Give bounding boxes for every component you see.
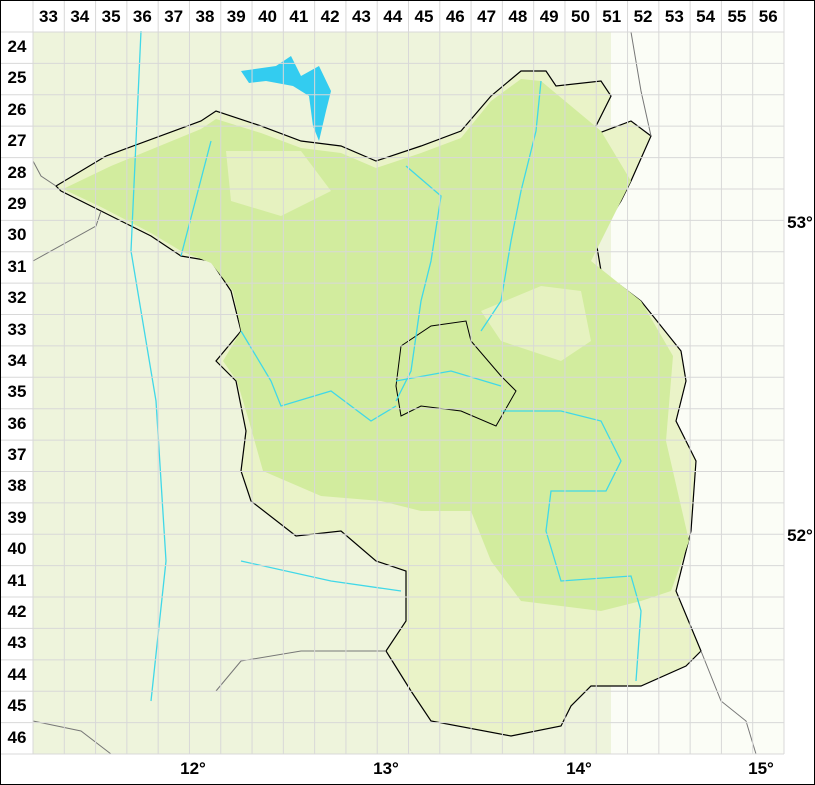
row-label: 35 — [7, 382, 27, 402]
column-label: 50 — [570, 7, 590, 26]
row-label: 37 — [7, 445, 27, 465]
longitude-label: 15° — [748, 759, 774, 778]
row-label: 46 — [7, 727, 27, 747]
latitude-label: 52° — [787, 526, 813, 545]
column-label: 35 — [101, 7, 121, 26]
latitude-label: 53° — [787, 213, 813, 232]
dense-vegetation-area — [63, 79, 689, 611]
row-label: 31 — [7, 256, 27, 276]
column-label: 47 — [477, 7, 497, 26]
row-label: 27 — [7, 131, 27, 151]
column-label: 37 — [164, 7, 184, 26]
column-label: 55 — [727, 7, 747, 26]
column-label: 38 — [195, 7, 215, 26]
row-label: 24 — [7, 37, 27, 56]
river — [240, 330, 397, 422]
lakes — [241, 56, 331, 141]
column-label: 52 — [633, 7, 653, 26]
row-label: 39 — [7, 507, 27, 527]
river — [180, 140, 212, 257]
lake — [241, 56, 331, 141]
column-label: 53 — [664, 7, 684, 26]
column-label: 39 — [226, 7, 246, 26]
row-label: 33 — [7, 319, 27, 339]
longitude-label: 13° — [373, 759, 399, 778]
row-label: 43 — [7, 633, 27, 653]
column-label: 49 — [539, 7, 559, 26]
column-label: 56 — [758, 7, 778, 26]
row-label: 28 — [7, 162, 27, 182]
column-label: 33 — [39, 7, 58, 26]
column-label: 34 — [70, 7, 90, 26]
river — [130, 30, 167, 702]
column-label: 54 — [696, 7, 716, 26]
row-label: 44 — [7, 664, 27, 684]
row-label: 34 — [7, 350, 27, 370]
column-label: 48 — [508, 7, 528, 26]
row-label: 38 — [7, 476, 27, 496]
row-label: 45 — [7, 696, 27, 716]
row-label: 26 — [7, 99, 27, 119]
row-label: 42 — [7, 602, 27, 622]
row-label: 25 — [7, 68, 27, 88]
row-label: 29 — [7, 193, 27, 213]
row-label: 41 — [7, 570, 27, 590]
column-label: 51 — [602, 7, 622, 26]
grid-lines — [1, 1, 785, 755]
column-label: 46 — [445, 7, 465, 26]
river — [501, 410, 642, 682]
column-label: 36 — [132, 7, 152, 26]
column-label: 42 — [320, 7, 340, 26]
column-label: 45 — [414, 7, 434, 26]
column-label: 44 — [383, 7, 403, 26]
river — [395, 165, 442, 402]
row-label: 30 — [7, 225, 27, 245]
column-label: 43 — [351, 7, 371, 26]
light-patch — [481, 286, 591, 361]
river — [480, 80, 542, 332]
column-label: 41 — [289, 7, 309, 26]
longitude-label: 14° — [566, 759, 592, 778]
row-label: 36 — [7, 413, 27, 433]
row-label: 40 — [7, 539, 27, 559]
neighbor-borders — [32, 31, 757, 755]
row-label: 32 — [7, 288, 27, 308]
longitude-label: 12° — [180, 759, 206, 778]
column-label: 40 — [258, 7, 277, 26]
